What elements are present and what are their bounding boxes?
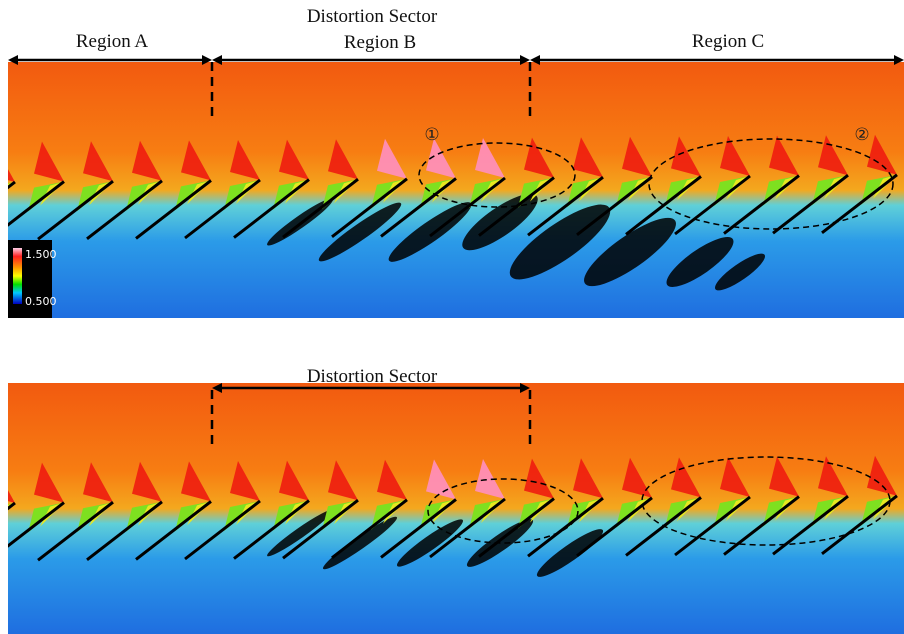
contour-bottom (0, 383, 904, 634)
distortion-sector-label: Distortion Sector (307, 366, 438, 387)
page: {"panels": [ {"distortion_label": "Disto… (0, 0, 904, 634)
region-c-label: Region C (692, 31, 764, 52)
contour-top (0, 62, 904, 318)
figure: Region A Distortion Sector Region B Regi… (0, 0, 904, 634)
marker-1: ① (424, 125, 439, 145)
region-a-label: Region A (76, 31, 149, 52)
colorbar-max: 1.500 (25, 248, 57, 261)
colorbar-min: 0.500 (25, 295, 57, 308)
distortion-sector-label: Distortion Sector (307, 6, 438, 27)
marker-2: ② (854, 125, 869, 145)
region-b-label: Region B (344, 32, 416, 53)
